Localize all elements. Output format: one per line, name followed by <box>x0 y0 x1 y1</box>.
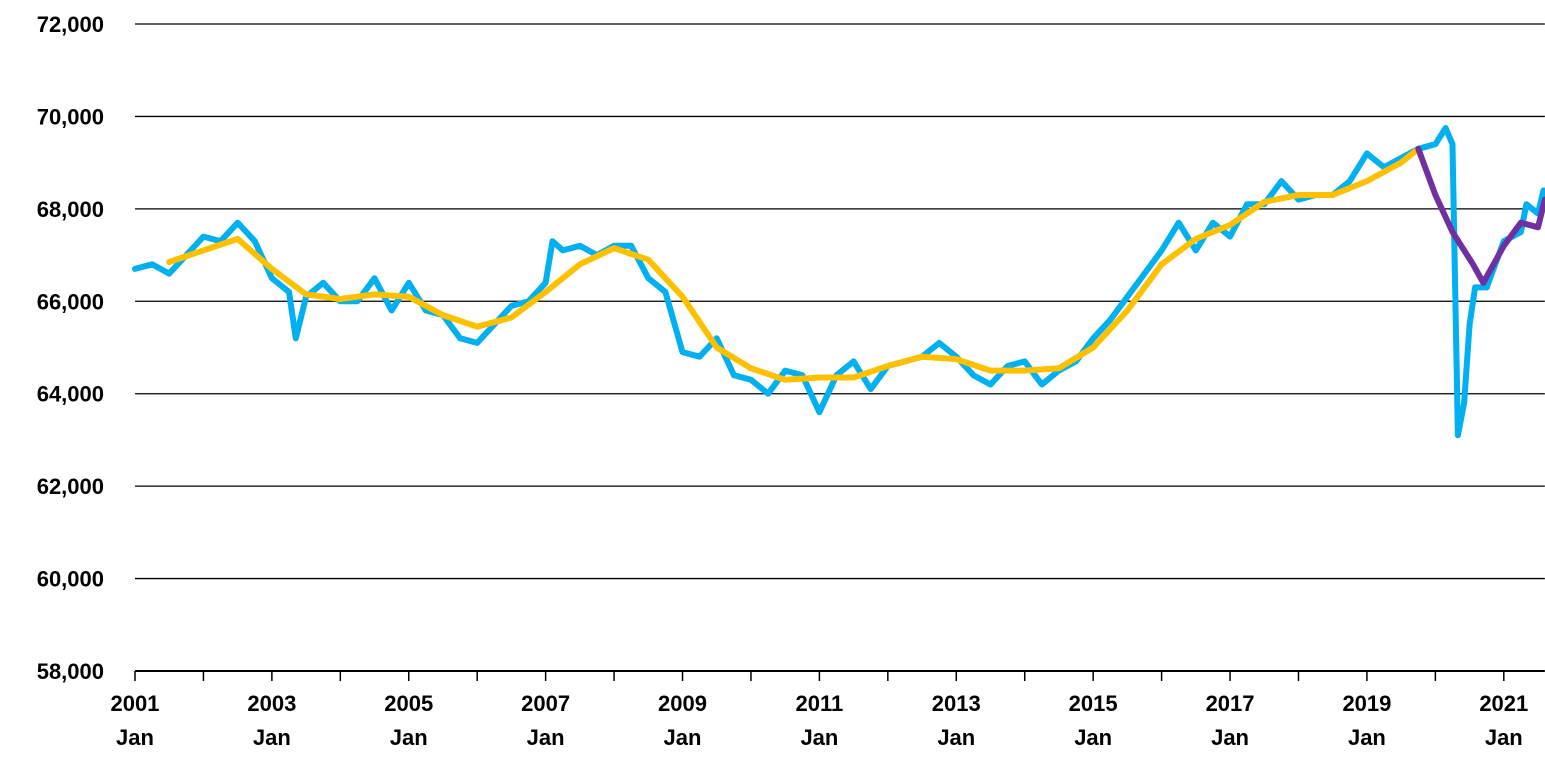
x-tick-label: 2001 Jan <box>111 691 160 750</box>
x-tick-label: 2021 Jan <box>1479 691 1528 750</box>
y-tick-label: 70,000 <box>37 104 104 129</box>
x-tick-label: 2005 Jan <box>384 691 433 750</box>
x-tick-label: 2013 Jan <box>932 691 981 750</box>
x-tick-label: 2017 Jan <box>1206 691 1255 750</box>
y-tick-label: 58,000 <box>37 659 104 684</box>
x-tick-label: 2009 Jan <box>658 691 707 750</box>
x-tick-label: 2003 Jan <box>247 691 296 750</box>
x-tick-label: 2007 Jan <box>521 691 570 750</box>
x-tick-label: 2015 Jan <box>1069 691 1118 750</box>
series-line <box>1415 145 1545 286</box>
y-tick-label: 64,000 <box>37 382 104 407</box>
series-line <box>166 145 1422 383</box>
y-tick-label: 66,000 <box>37 289 104 314</box>
y-tick-label: 60,000 <box>37 567 104 592</box>
y-tick-label: 72,000 <box>37 12 104 37</box>
x-tick-label: 2019 Jan <box>1342 691 1391 750</box>
y-tick-label: 62,000 <box>37 474 104 499</box>
series-line <box>132 125 1545 439</box>
y-tick-label: 68,000 <box>37 197 104 222</box>
x-tick-label: 2011 Jan <box>796 691 844 750</box>
